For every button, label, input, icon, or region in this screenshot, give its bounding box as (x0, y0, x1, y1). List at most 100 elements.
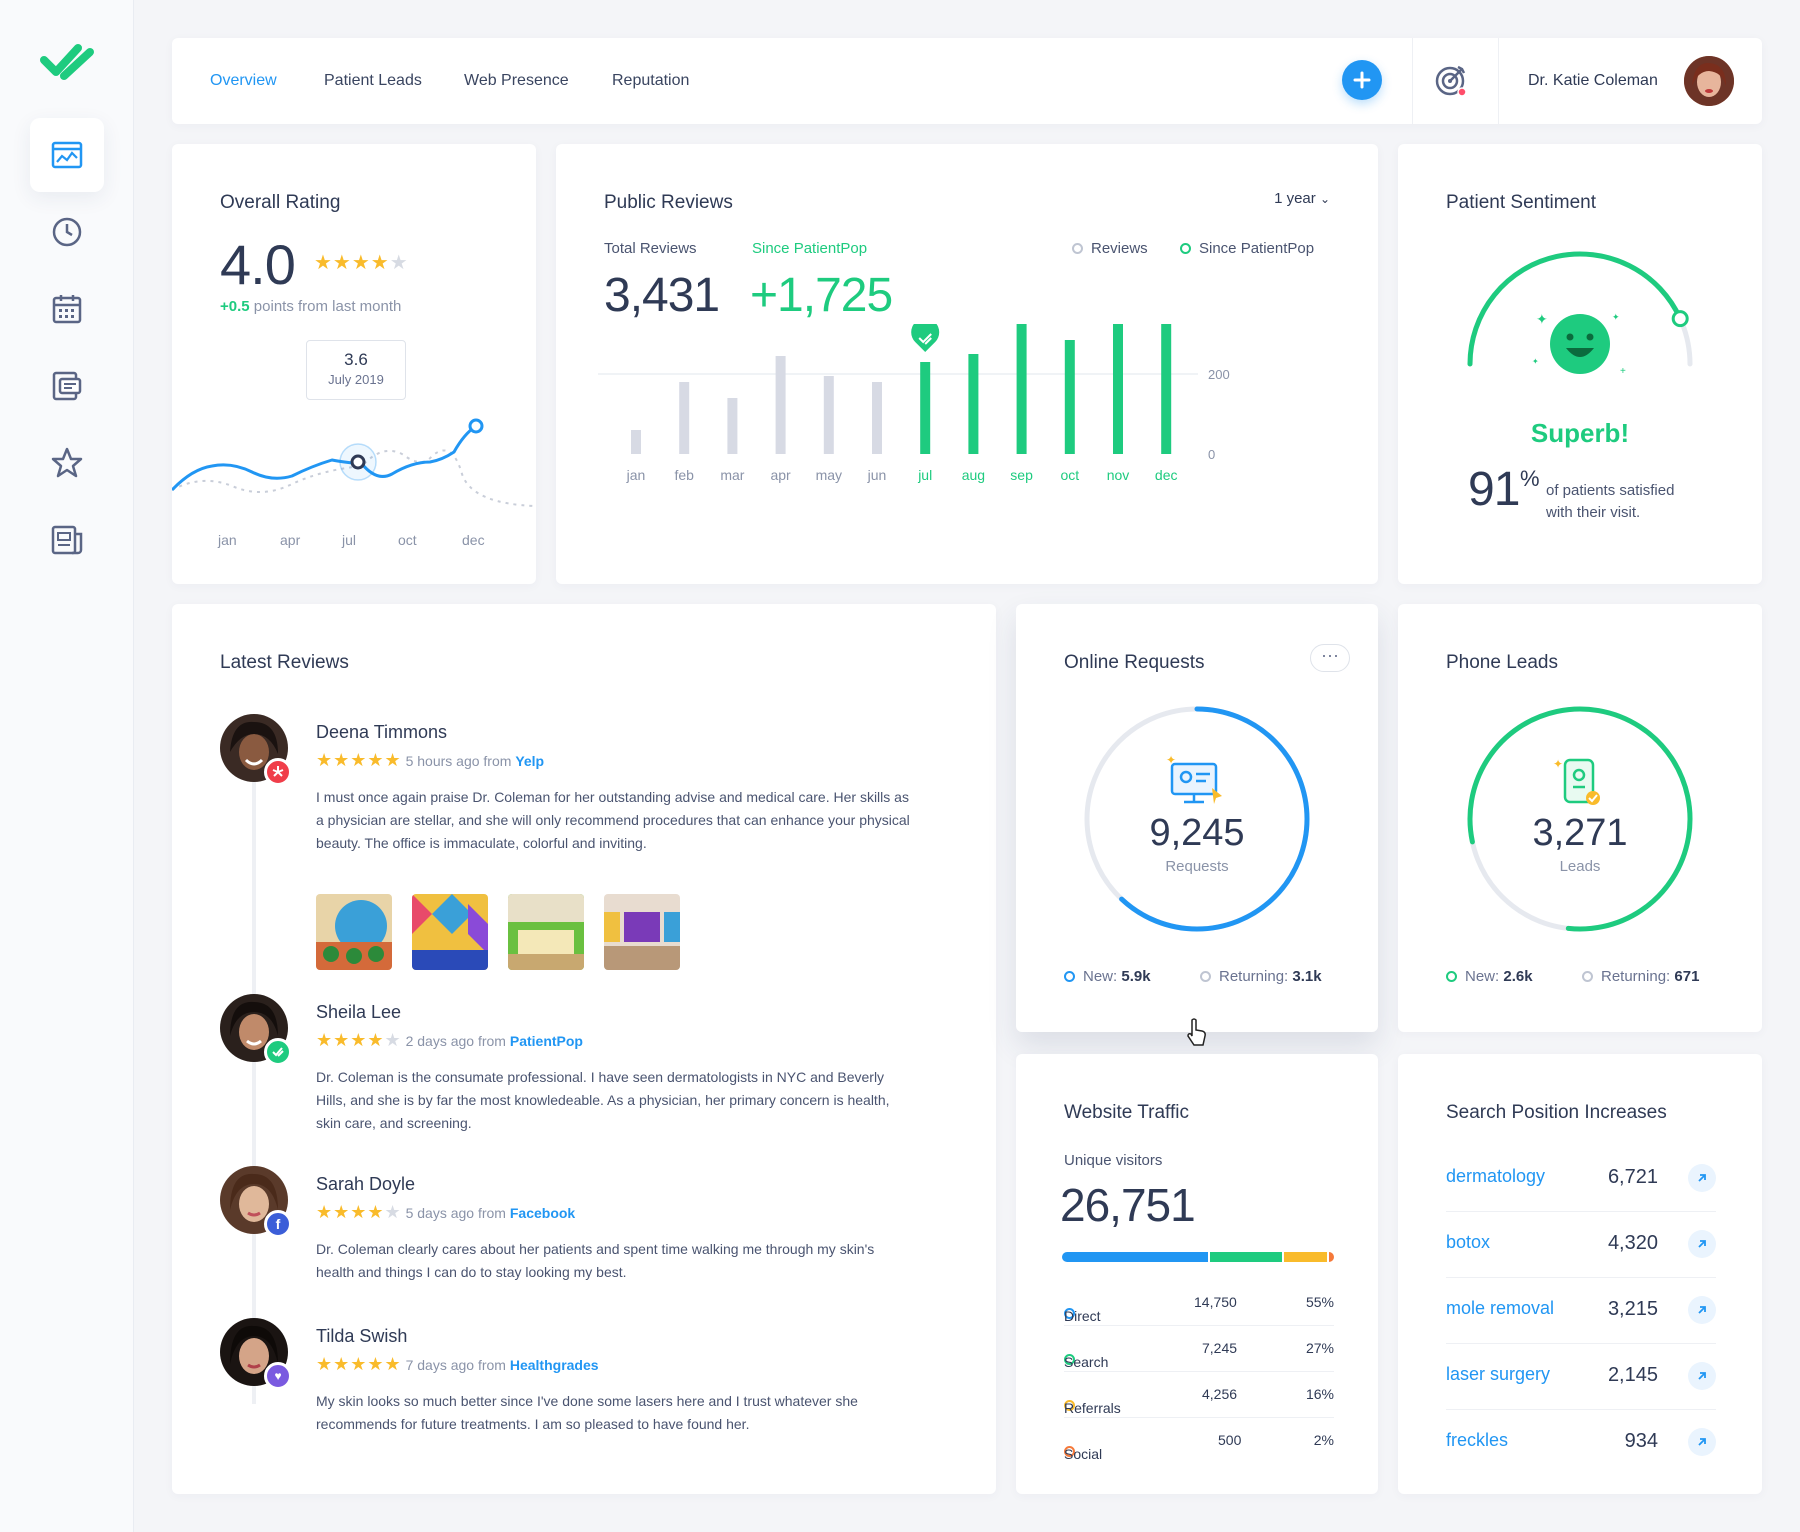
svg-text:✦: ✦ (1553, 757, 1563, 771)
avatar (220, 1318, 288, 1386)
goals-button[interactable] (1434, 62, 1470, 98)
sidebar-item-dashboard[interactable] (30, 118, 104, 192)
search-row: botox 4,320 (1446, 1212, 1716, 1278)
patientpop-badge-icon (264, 1038, 292, 1066)
card-title: Latest Reviews (220, 652, 349, 673)
bar-oct[interactable] (1064, 340, 1075, 454)
bar-jan[interactable] (631, 430, 641, 454)
office-photo[interactable] (604, 894, 680, 970)
bar-mar[interactable] (727, 398, 738, 454)
office-photo[interactable] (508, 894, 584, 970)
bar-jun[interactable] (872, 382, 882, 454)
bar-aug[interactable] (968, 354, 979, 454)
office-photo[interactable] (412, 894, 488, 970)
office-photo[interactable] (316, 894, 392, 970)
arrow-up-right-icon[interactable] (1688, 1164, 1716, 1192)
since-value: +1,725 (750, 269, 893, 322)
review-meta: ★★★★★ 5 hours ago from Yelp (316, 750, 545, 770)
sidebar-item-reviews[interactable] (30, 426, 104, 500)
star-icon (51, 447, 83, 478)
bar-may[interactable] (823, 376, 834, 454)
bar-jul[interactable] (920, 362, 931, 454)
card-title: Phone Leads (1446, 652, 1558, 673)
online-requests-card: Online Requests ··· ✦ 9,245 Requests New… (1016, 604, 1378, 1032)
arrow-up-right-icon[interactable] (1688, 1296, 1716, 1324)
traffic-segment-referrals (1284, 1252, 1327, 1262)
bar-feb[interactable] (679, 382, 690, 454)
svg-text:+: + (1620, 366, 1626, 377)
review-item: ♥ Tilda Swish ★★★★★ 7 days ago from Heal… (220, 1318, 920, 1458)
keyword-link[interactable]: botox (1446, 1232, 1491, 1252)
tab-reputation[interactable]: Reputation (612, 72, 690, 89)
bar-nov[interactable] (1113, 324, 1123, 454)
sidebar-item-news[interactable] (30, 503, 104, 577)
review-stars: ★★★★★ (316, 1202, 402, 1222)
keyword-link[interactable]: mole removal (1446, 1298, 1555, 1318)
percent-sign: % (1520, 466, 1540, 491)
top-navigation: Overview Patient Leads Web Presence Repu… (172, 38, 1762, 124)
keyword-link[interactable]: laser surgery (1446, 1364, 1551, 1384)
search-row: laser surgery 2,145 (1446, 1344, 1716, 1410)
rating-stars: ★★★★★ (314, 252, 409, 274)
period-select[interactable]: 1 year ⌄ (1274, 190, 1330, 207)
sentiment-desc: of patients satisfied with their visit. (1546, 482, 1675, 521)
review-source-link[interactable]: Yelp (515, 753, 545, 769)
x-tick-label: apr (770, 467, 791, 483)
x-tick-label: jun (867, 467, 887, 483)
card-title: Website Traffic (1064, 1102, 1189, 1123)
traffic-row-referrals: Referrals 4,256 16% (1064, 1372, 1334, 1418)
svg-text:✦: ✦ (1532, 357, 1539, 366)
sidebar-item-forms[interactable] (30, 349, 104, 423)
search-row: dermatology 6,721 (1446, 1146, 1716, 1212)
arrow-up-right-icon[interactable] (1688, 1230, 1716, 1258)
search-row: freckles 934 (1446, 1410, 1716, 1476)
bar-apr[interactable] (775, 356, 786, 454)
review-text: My skin looks so much better since I've … (316, 1393, 858, 1432)
tab-patient-leads[interactable]: Patient Leads (324, 72, 422, 89)
more-options-button[interactable]: ··· (1310, 644, 1350, 672)
card-title: Search Position Increases (1446, 1102, 1667, 1123)
traffic-subtitle: Unique visitors (1064, 1152, 1163, 1169)
y-tick-label: 0 (1208, 447, 1215, 462)
tab-web-presence[interactable]: Web Presence (464, 72, 569, 89)
avatar (220, 714, 288, 782)
review-stars: ★★★★★ (316, 1354, 402, 1374)
sidebar-item-calendar[interactable] (30, 272, 104, 346)
rating-delta: +0.5 points from last month (220, 298, 402, 315)
legend-since: Since PatientPop (1180, 240, 1314, 257)
bar-dec[interactable] (1161, 324, 1172, 454)
timeline-line (252, 754, 256, 1404)
x-tick-label: jan (626, 467, 646, 483)
arrow-up-right-icon[interactable] (1688, 1428, 1716, 1456)
add-button[interactable] (1342, 60, 1382, 100)
traffic-segment-social (1328, 1252, 1334, 1262)
sidebar-item-history[interactable] (30, 195, 104, 269)
keyword-link[interactable]: freckles (1446, 1430, 1509, 1450)
sentiment-gauge: ✦ ✦ ✦ + (1467, 251, 1693, 377)
reviewer-name: Deena Timmons (316, 722, 448, 742)
tab-overview[interactable]: Overview (210, 72, 277, 89)
calendar-icon (52, 295, 82, 324)
facebook-badge-icon: f (264, 1210, 292, 1238)
divider (1498, 38, 1499, 124)
x-tick-label: oct (1060, 467, 1079, 483)
review-source-link[interactable]: PatientPop (509, 1033, 583, 1049)
review-source-link[interactable]: Healthgrades (509, 1357, 599, 1373)
rating-value: 4.0 (220, 233, 296, 296)
leads-value: 3,271 (1532, 812, 1628, 854)
since-label: Since PatientPop (752, 240, 868, 257)
patientpop-marker-icon (911, 324, 940, 352)
public-reviews-card: Public Reviews 1 year ⌄ Total Reviews 3,… (556, 144, 1378, 584)
total-reviews-label: Total Reviews (604, 240, 697, 257)
svg-text:✦: ✦ (1536, 311, 1548, 327)
review-stars: ★★★★★ (316, 1030, 402, 1050)
keyword-link[interactable]: dermatology (1446, 1166, 1546, 1186)
review-source-link[interactable]: Facebook (509, 1205, 576, 1221)
month-label: oct (398, 532, 417, 548)
patientpop-logo[interactable] (38, 38, 96, 86)
user-avatar[interactable] (1684, 56, 1734, 106)
bar-sep[interactable] (1016, 324, 1027, 454)
review-stars: ★★★★★ (316, 750, 402, 770)
arrow-up-right-icon[interactable] (1688, 1362, 1716, 1390)
returning-requests: Returning: 3.1k (1200, 968, 1322, 985)
